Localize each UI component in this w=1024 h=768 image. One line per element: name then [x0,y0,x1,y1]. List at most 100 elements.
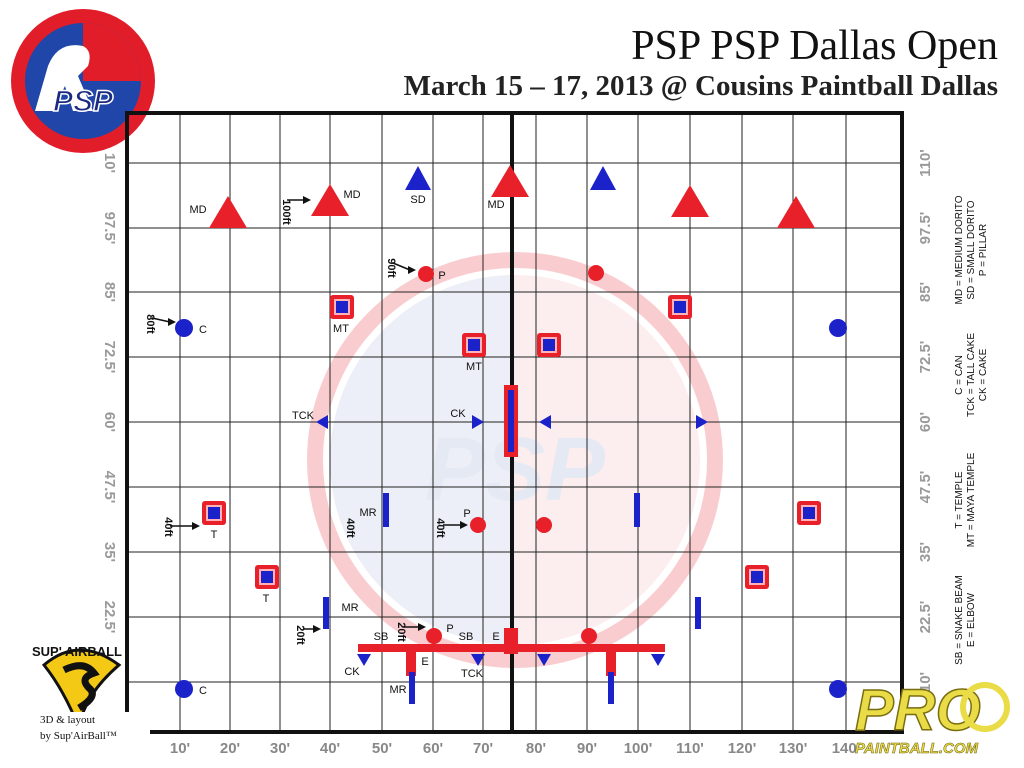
axis-labels: 10' 20' 30' 40' 50' 60' 70' 80' 90' 100' 110' 120' 1… [101,149,934,757]
pro-sub-text: PAINTBALL.COM [855,740,979,757]
temple-core [803,507,815,519]
medium-dorito [209,196,247,228]
x-axis-label: 20' [220,740,240,757]
tck-label: TCK [461,668,484,680]
distance-label: 40ft [434,518,446,538]
legend-item: TCK = TALL CAKE [966,333,977,417]
distance-label: 40ft [162,517,174,537]
center-cake-inner [508,390,514,452]
tck-label: TCK [292,410,315,422]
mini-rig [695,597,701,629]
legend-item: MD = MEDIUM DORITO [954,195,965,304]
mr-label: MR [389,684,406,696]
mr-label: MR [341,602,358,614]
page-subtitle: March 15 – 17, 2013 @ Cousins Paintball … [403,70,998,102]
can [829,319,847,337]
x-axis-label: 10' [170,740,190,757]
y-axis-label-right: 47.5' [917,471,934,504]
legend-item: E = ELBOW [966,592,977,647]
x-axis-label: 80' [526,740,546,757]
y-axis-label-right: 110' [917,149,934,177]
x-axis-label: 140' [832,740,861,757]
page-title: PSP PSP Dallas Open [631,23,998,69]
x-axis-label: 40' [320,740,340,757]
maya-temple-core [468,339,480,351]
cake [537,654,551,666]
medium-dorito [671,185,709,217]
ck-label: CK [450,408,466,420]
pillar [470,517,486,533]
medium-dorito [777,196,815,228]
x-axis-label: 100' [624,740,653,757]
temple-core [208,507,220,519]
elbow [606,644,616,676]
y-axis-label-right: 97.5' [917,212,934,245]
c-label: C [199,324,207,336]
distance-arrow-head [418,623,426,631]
y-axis-label-left: 60' [101,412,118,432]
credit-text: 3D & layout by Sup'AirBall™ [40,712,150,744]
distance-arrow-head [460,521,468,529]
medium-dorito [311,184,349,216]
y-axis-label-left: 10' [101,153,118,173]
pillar [426,628,442,644]
distance-label: 20ft [395,622,407,642]
legend-item: SB = SNAKE BEAM [954,575,965,665]
mr-label: MR [359,507,376,519]
pillar [581,628,597,644]
cake [472,415,484,429]
x-axis-label: 90' [577,740,597,757]
distance-label: 80ft [144,314,156,334]
t-label: T [263,593,270,605]
medium-dorito [491,165,529,197]
tall-cake [316,415,328,429]
x-axis-label: 130' [779,740,808,757]
pro-text: PRO [855,678,981,743]
ck-label: CK [344,666,360,678]
mini-rig [634,493,640,527]
mini-rig [323,597,329,629]
tall-cake [471,654,485,666]
temple-core [751,571,763,583]
mini-rig [608,672,614,704]
x-axis-label: 70' [473,740,493,757]
credit-line-2: by Sup'AirBall™ [40,730,117,742]
y-axis-label-right: 10' [917,672,934,692]
e-label: E [492,631,499,643]
distance-arrow-line [392,262,411,271]
pillar [536,517,552,533]
c-label: C [199,685,207,697]
md-label: MD [343,189,360,201]
player-silhouette-icon [35,45,93,111]
snake-beam-center [504,628,518,654]
small-dorito [590,166,616,190]
y-axis-label-left: 47.5' [101,471,118,504]
field-border [125,111,904,734]
distance-arrow-head [168,318,176,326]
e-label: E [421,656,428,668]
y-axis-label-right: 35' [917,542,934,562]
y-axis-label-left: 72.5' [101,341,118,374]
credit-line-1: 3D & layout [40,714,95,726]
mt-label: MT [466,361,482,373]
y-axis-label-left: 22.5' [101,601,118,634]
can [175,319,193,337]
y-axis-label-left: 85' [101,282,118,302]
maya-temple-core [336,301,348,313]
x-axis-label: 50' [372,740,392,757]
x-axis-label: 60' [423,740,443,757]
legend-item: T = TEMPLE [954,471,965,528]
x-axis-label: 110' [676,740,704,757]
pillar [588,265,604,281]
legend-item: SD = SMALL DORITO [966,200,977,299]
distance-arrow-head [303,196,311,204]
cake [539,415,551,429]
psp-watermark: PSP [307,252,723,668]
x-axis-label: 30' [270,740,290,757]
psp-logo: PSP [8,6,158,156]
mini-rig [383,493,389,527]
can [829,680,847,698]
bunker-layer: MD MD MD SD 100ft P 90ft C 80ft MT MT TCK CK T 40ft T MR… [144,165,847,704]
p-label: P [463,508,470,520]
